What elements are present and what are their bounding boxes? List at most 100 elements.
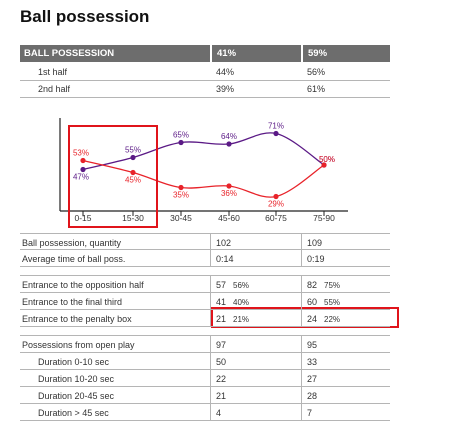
data-point <box>130 169 136 176</box>
stat-value-b: 109 <box>307 238 323 248</box>
row-divider <box>20 386 390 387</box>
highlight-box-penalty-box <box>211 307 399 328</box>
header-label: BALL POSSESSION <box>24 48 115 59</box>
header-team-a: 41% <box>217 48 237 59</box>
data-label: 64% <box>221 132 237 141</box>
data-point <box>80 157 86 164</box>
data-point <box>273 130 279 137</box>
data-label: 47% <box>73 173 89 182</box>
data-label: 29% <box>268 200 284 209</box>
row-divider <box>20 420 390 421</box>
series-line-2 <box>82 159 325 198</box>
stat-label: Duration 0-10 sec <box>38 357 110 367</box>
stat-label: Duration > 45 sec <box>38 408 109 418</box>
x-tick-label: 60-75 <box>265 213 287 223</box>
column-divider <box>210 275 211 326</box>
row-value-b: 56% <box>307 67 326 77</box>
row-label: 2nd half <box>38 84 71 94</box>
data-point <box>80 166 86 173</box>
stat-value-b: 0:19 <box>307 254 325 264</box>
row-divider <box>20 292 390 293</box>
column-divider <box>301 335 302 420</box>
data-point <box>226 141 232 147</box>
stat-label: Duration 20-45 sec <box>38 391 115 401</box>
x-tick-label: 45-60 <box>218 213 240 223</box>
stat-label: Ball possession, quantity <box>22 238 122 248</box>
stat-value-a: 57 <box>216 280 227 290</box>
stat-value-a: 50 <box>216 357 227 367</box>
highlight-box-early-periods <box>68 125 158 228</box>
table-header: BALL POSSESSION 41% 59% <box>20 45 390 62</box>
stat-label: Entrance to the opposition half <box>22 280 144 290</box>
row-divider <box>20 266 390 267</box>
stat-value-b: 28 <box>307 391 318 401</box>
row-label: 1st half <box>38 67 68 77</box>
row-divider <box>20 275 390 276</box>
data-point <box>130 154 136 161</box>
row-divider <box>20 352 390 353</box>
row-divider <box>20 326 390 327</box>
row-divider <box>20 309 390 310</box>
data-label: 71% <box>268 122 284 131</box>
data-point <box>273 193 279 200</box>
data-label: 50% <box>319 155 335 164</box>
column-divider <box>210 335 211 420</box>
row-value-a: 44% <box>216 67 235 77</box>
column-divider <box>301 275 302 326</box>
row-divider <box>20 80 390 81</box>
data-label: 55% <box>125 146 141 155</box>
stat-label: Average time of ball poss. <box>22 254 126 264</box>
stat-value-a: 22 <box>216 374 227 384</box>
x-tick-label: 0-15 <box>74 213 91 223</box>
stat-pct-a: 40% <box>233 298 250 307</box>
data-point <box>321 162 327 168</box>
data-label: 50% <box>319 155 335 164</box>
x-tick-label: 15-30 <box>122 213 144 223</box>
row-divider <box>20 233 390 234</box>
stat-value-a: 97 <box>216 340 227 350</box>
stat-value-b: 60 <box>307 297 318 307</box>
series-line-1 <box>82 132 325 171</box>
data-point <box>178 184 184 191</box>
stat-value-b: 7 <box>307 408 313 418</box>
data-point <box>178 139 184 146</box>
row-divider <box>20 97 390 98</box>
header-team-b: 59% <box>308 48 328 59</box>
stat-value-a: 0:14 <box>216 254 234 264</box>
stat-pct-b: 55% <box>324 298 341 307</box>
row-divider <box>20 369 390 370</box>
stat-pct-a: 56% <box>233 281 250 290</box>
header-divider <box>210 45 212 62</box>
page-title: Ball possession <box>20 7 150 26</box>
column-divider <box>210 233 211 266</box>
x-tick-label: 30-45 <box>170 213 192 223</box>
stat-value-b: 95 <box>307 340 318 350</box>
x-tick-label: 75-90 <box>313 213 335 223</box>
data-label: 65% <box>173 131 189 140</box>
stat-label: Duration 10-20 sec <box>38 374 115 384</box>
stat-label: Entrance to the final third <box>22 297 123 307</box>
stat-value-a: 21 <box>216 314 227 324</box>
row-divider <box>20 249 390 250</box>
stat-value-a: 21 <box>216 391 227 401</box>
header-divider <box>301 45 303 62</box>
stat-value-a: 4 <box>216 408 222 418</box>
stat-value-b: 24 <box>307 314 318 324</box>
stat-pct-b: 75% <box>324 281 341 290</box>
stat-value-b: 27 <box>307 374 318 384</box>
column-divider <box>301 233 302 266</box>
stat-value-a: 102 <box>216 238 232 248</box>
stat-label: Entrance to the penalty box <box>22 314 132 324</box>
data-label: 35% <box>173 191 189 200</box>
stat-pct-a: 21% <box>233 315 250 324</box>
row-value-b: 61% <box>307 84 326 94</box>
stat-value-b: 82 <box>307 280 318 290</box>
stat-pct-b: 22% <box>324 315 341 324</box>
data-label: 53% <box>73 149 89 158</box>
row-value-a: 39% <box>216 84 235 94</box>
stat-value-b: 33 <box>307 357 318 367</box>
data-label: 36% <box>221 189 237 198</box>
row-divider <box>20 335 390 336</box>
stat-value-a: 41 <box>216 297 227 307</box>
